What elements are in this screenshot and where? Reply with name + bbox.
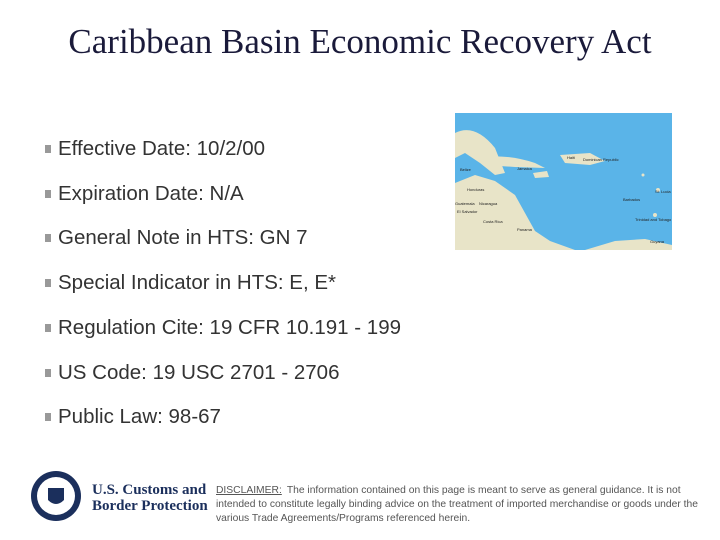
- bullet-text: General Note in HTS: GN 7: [58, 226, 308, 250]
- map-label: Belize: [460, 167, 472, 172]
- bullet: Expiration Date: N/A: [45, 182, 244, 206]
- bullet: General Note in HTS: GN 7: [45, 226, 308, 250]
- bullet-marker: [45, 145, 51, 153]
- map-label: Guatemala: [455, 201, 475, 206]
- map: Belize Honduras Guatemala El SalvadorNicara…: [455, 113, 672, 250]
- map-label: Haiti: [567, 155, 575, 160]
- bullet: Regulation Cite: 19 CFR 10.191 - 199: [45, 316, 401, 340]
- map-label: St. Lucia: [655, 189, 671, 194]
- map-label: Nicaragua: [479, 201, 498, 206]
- logo-text: U.S. Customs and: [92, 482, 207, 498]
- map-label: Barbados: [623, 197, 640, 202]
- bullet-text: US Code: 19 USC 2701 - 2706: [58, 360, 340, 384]
- disclaimer-text: The information contained on this page i…: [216, 485, 698, 524]
- bullet-marker: [45, 189, 51, 198]
- map-label: Costa Rica: [483, 219, 503, 224]
- map-label: Honduras: [467, 187, 484, 192]
- bullet-text: Special Indicator in HTS: E, E*: [58, 271, 337, 295]
- map-label: El Salvador: [457, 209, 478, 214]
- bullet: Public Law: 98-67: [45, 405, 221, 429]
- bullet-marker: [45, 279, 51, 288]
- map-label: Trinidad and Tobago: [635, 217, 672, 222]
- disclaimer: DISCLAIMER: The information contained on …: [216, 484, 706, 526]
- bullet: Special Indicator in HTS: E, E*: [45, 271, 336, 295]
- bullet-text: Expiration Date: N/A: [58, 181, 244, 205]
- bullet-marker: [45, 323, 51, 332]
- map-label: Panama: [517, 227, 533, 232]
- map-label: Guyana: [650, 239, 665, 244]
- map-label: Dominican Republic: [583, 157, 619, 162]
- bullet-marker: [45, 234, 51, 243]
- bullet-marker: [45, 368, 51, 377]
- logo-text: Border Protection: [92, 498, 208, 514]
- bullet-marker: [45, 413, 51, 422]
- disclaimer-label: DISCLAIMER:: [216, 485, 282, 496]
- map-label: Jamaica: [517, 166, 533, 171]
- seal: [31, 471, 81, 521]
- bullet-text: Regulation Cite: 19 CFR 10.191 - 199: [58, 315, 402, 339]
- bullet-text: Effective Date: 10/2/00: [58, 137, 266, 160]
- bullet-text: Public Law: 98-67: [58, 405, 221, 429]
- bullet: US Code: 19 USC 2701 - 2706: [45, 361, 339, 385]
- title: Caribbean Basin Economic Recovery Act: [68, 22, 652, 61]
- bullet: Effective Date: 10/2/00: [45, 137, 265, 161]
